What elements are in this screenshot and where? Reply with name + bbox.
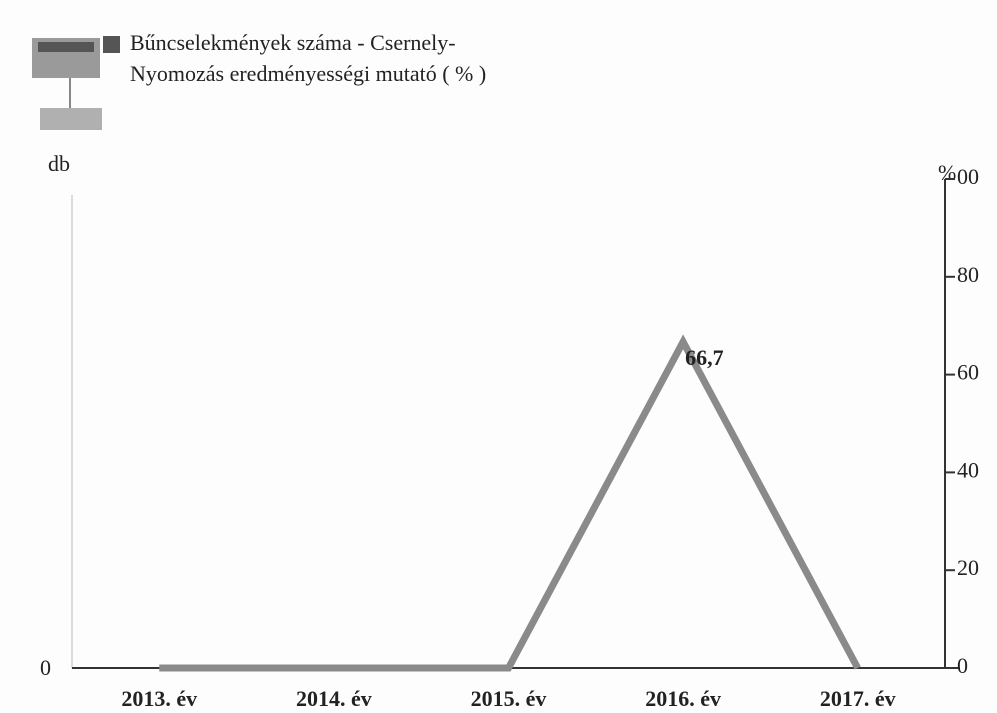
y2-tick-label: 0 — [957, 653, 968, 678]
x-tick-label: 2015. év — [471, 686, 547, 711]
x-tick-label: 2014. év — [296, 686, 372, 711]
x-tick-label: 2013. év — [121, 686, 197, 711]
y2-tick-label: 80 — [957, 262, 979, 287]
legend-label: Bűncselekmények száma - Csernely- — [130, 30, 456, 55]
y-tick-label: 0 — [40, 655, 51, 680]
x-tick-label: 2017. év — [820, 686, 896, 711]
y2-tick-label: 00 — [957, 164, 979, 189]
y-axis-label: db — [48, 151, 70, 176]
data-label: 66,7 — [685, 345, 724, 370]
y2-tick-label: 60 — [957, 360, 979, 385]
logo — [32, 38, 102, 130]
line-series — [159, 334, 861, 672]
legend-label: Nyomozás eredményességi mutató ( % ) — [130, 61, 486, 86]
y2-axis-label: % — [938, 160, 956, 185]
legend-swatch — [103, 36, 120, 53]
y2-tick-label: 20 — [957, 555, 979, 580]
x-tick-label: 2016. év — [645, 686, 721, 711]
y2-tick-label: 40 — [957, 457, 979, 482]
